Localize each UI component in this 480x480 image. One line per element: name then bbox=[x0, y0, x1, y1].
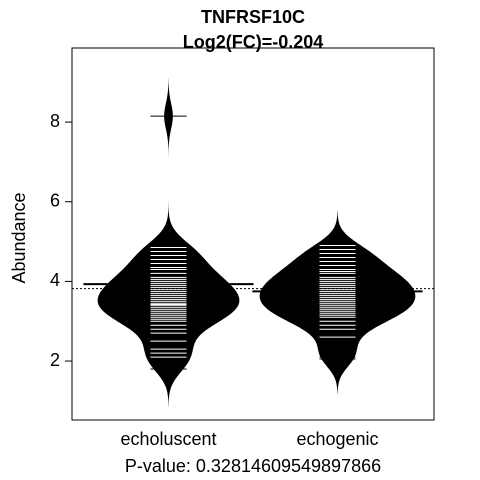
bean bbox=[97, 78, 240, 407]
plot-frame bbox=[71, 47, 435, 421]
plot-area bbox=[72, 78, 434, 407]
x-axis-label: P-value: 0.32814609549897866 bbox=[125, 456, 381, 476]
x-tick-label: echoluscent bbox=[120, 429, 216, 449]
x-tick-label: echogenic bbox=[296, 429, 378, 449]
y-tick-label: 8 bbox=[50, 111, 60, 131]
y-tick-label: 2 bbox=[50, 350, 60, 370]
chart-subtitle: Log2(FC)=-0.204 bbox=[183, 32, 324, 52]
y-tick-label: 6 bbox=[50, 190, 60, 210]
y-axis-label: Abundance bbox=[9, 192, 29, 283]
y-tick-label: 4 bbox=[50, 270, 60, 290]
chart-title: TNFRSF10C bbox=[201, 7, 305, 27]
bean bbox=[259, 210, 416, 395]
